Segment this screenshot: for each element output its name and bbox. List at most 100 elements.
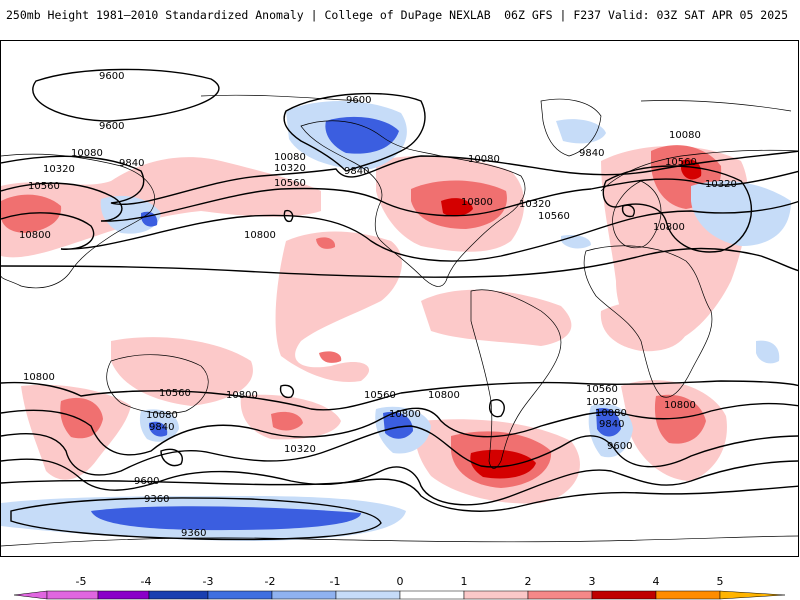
contour-line <box>279 384 295 399</box>
colorbar-tick-label: 4 <box>652 575 660 588</box>
colorbar-swatch <box>46 590 99 600</box>
contour-line <box>1 200 798 262</box>
colorbar-tick-label: -4 <box>140 575 152 588</box>
contour-line <box>1 247 798 278</box>
contour-line <box>1 458 798 506</box>
positive-anomaly-area <box>600 301 691 352</box>
contour-label: 10560 <box>159 388 191 399</box>
contour-label: 10800 <box>664 400 696 411</box>
contour-label: 10800 <box>428 390 460 401</box>
contour-label: 10560 <box>364 390 396 401</box>
colorbar-swatch <box>148 590 209 600</box>
header: 250mb Height 1981–2010 Standardized Anom… <box>0 0 800 40</box>
colorbar-swatch <box>399 590 465 600</box>
colorbar-swatch <box>719 590 786 600</box>
strong-negative-anomaly <box>383 411 413 439</box>
positive-anomaly-area <box>271 411 303 431</box>
colorbar-swatches <box>13 590 786 600</box>
contour-label: 10560 <box>586 384 618 395</box>
contour-label: 9840 <box>149 422 174 433</box>
map-title: 250mb Height 1981–2010 Standardized Anom… <box>6 8 491 22</box>
coastline-eurasia <box>612 180 662 249</box>
negative-anomaly-area <box>556 119 606 144</box>
coastline-greenland <box>540 98 602 157</box>
strong-positive-anomaly <box>470 449 536 479</box>
contour-label: 10800 <box>461 197 493 208</box>
positive-anomaly-area <box>1 194 62 233</box>
colorbar-swatch <box>97 590 150 600</box>
colorbar-tick-label: 1 <box>460 575 468 588</box>
contour-label: 10800 <box>389 409 421 420</box>
contour-line <box>160 448 183 467</box>
contour-label: 10800 <box>23 372 55 383</box>
contour-label: 10080 <box>669 130 701 141</box>
contour-line <box>1 402 798 456</box>
anomaly-map: 9600 9600 9600 10080 10320 10560 9840 10… <box>0 40 799 557</box>
contour-label: 9840 <box>344 166 369 177</box>
contour-label: 10320 <box>274 163 306 174</box>
positive-anomaly-area <box>421 289 572 346</box>
colorbar-swatch <box>463 590 529 600</box>
contour-label: 10560 <box>274 178 306 189</box>
contour-label: 10080 <box>146 410 178 421</box>
contour-line <box>1 170 798 222</box>
contour-label: 9600 <box>607 441 632 452</box>
contour-label: 10560 <box>28 181 60 192</box>
map-canvas: 9600 9600 9600 10080 10320 10560 9840 10… <box>1 68 798 547</box>
contour-line <box>1 380 798 411</box>
contour-label: 9600 <box>99 121 124 132</box>
contour-labels: 9600 9600 9600 10080 10320 10560 9840 10… <box>19 71 737 539</box>
contour-label: 10800 <box>226 390 258 401</box>
contour-line <box>602 165 753 253</box>
anomaly-colorbar <box>13 590 786 600</box>
colorbar-tick-label: 3 <box>588 575 596 588</box>
colorbar-swatch <box>335 590 401 600</box>
contour-label: 10320 <box>284 444 316 455</box>
contour-label: 9360 <box>144 494 169 505</box>
coastline-africa <box>583 245 713 398</box>
contour-line <box>283 209 294 223</box>
coastline-antarctica <box>1 535 798 547</box>
contour-label: 10800 <box>653 222 685 233</box>
contour-line <box>1 150 798 205</box>
colorbar-tick-label: -1 <box>329 575 341 588</box>
contour-line <box>32 68 220 122</box>
colorbar-swatch <box>655 590 721 600</box>
contour-label: 10080 <box>71 148 103 159</box>
colorbar-tick-label: -5 <box>75 575 87 588</box>
contour-label: 10080 <box>468 154 500 165</box>
contour-label: 10800 <box>19 230 51 241</box>
contour-line <box>10 497 382 541</box>
coastline-eurasia <box>1 149 798 289</box>
negative-anomaly-area <box>756 340 780 364</box>
positive-anomaly-area <box>654 394 706 444</box>
positive-anomaly-area <box>1 157 321 258</box>
contour-label: 10080 <box>595 408 627 419</box>
contour-label: 10320 <box>705 179 737 190</box>
colorbar-tick-label: -2 <box>264 575 276 588</box>
strong-negative-anomaly <box>91 506 361 531</box>
contour-label: 9840 <box>119 158 144 169</box>
colorbar-swatch <box>207 590 273 600</box>
contour-line <box>621 204 635 218</box>
positive-anomaly-area <box>319 351 342 363</box>
height-contours <box>1 68 798 541</box>
contour-label: 10560 <box>538 211 570 222</box>
coastline-arctic <box>200 94 792 112</box>
contour-line <box>1 478 798 512</box>
contour-label: 10800 <box>244 230 276 241</box>
contour-label: 10320 <box>519 199 551 210</box>
contour-label: 9600 <box>99 71 124 82</box>
strong-negative-anomaly <box>325 116 399 154</box>
colorbar-tick-label: 2 <box>524 575 532 588</box>
contour-label: 9600 <box>134 476 159 487</box>
contour-label: 10320 <box>586 397 618 408</box>
strong-positive-anomaly <box>441 198 473 217</box>
positive-anomaly-area <box>111 337 253 406</box>
negative-anomaly-area <box>691 181 791 246</box>
contour-label: 9360 <box>181 528 206 539</box>
contour-line <box>1 425 798 476</box>
positive-anomaly-area <box>275 231 402 382</box>
contour-label: 9600 <box>346 95 371 106</box>
colorbar-swatch <box>271 590 337 600</box>
